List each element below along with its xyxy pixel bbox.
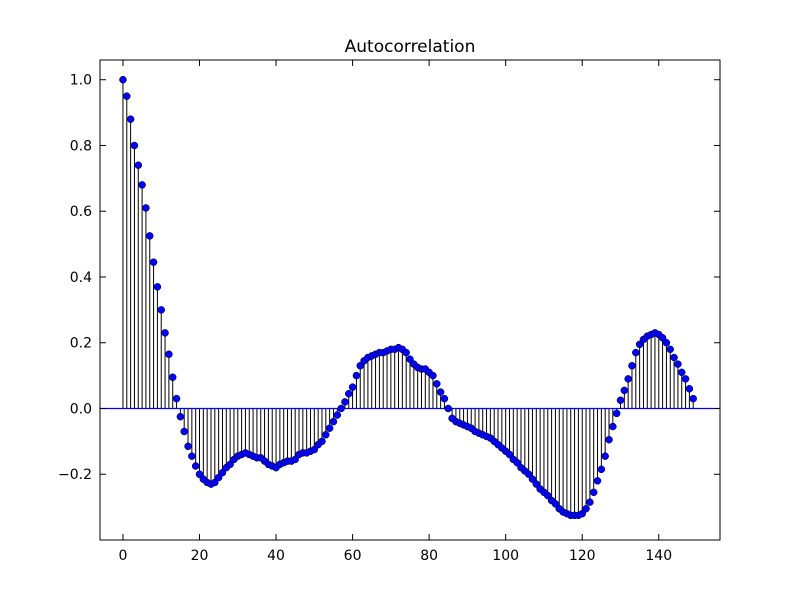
data-point <box>322 431 330 439</box>
data-point <box>532 480 541 488</box>
data-point <box>605 435 613 444</box>
x-tick-label: 60 <box>344 548 362 564</box>
data-point <box>681 375 690 383</box>
data-point <box>406 355 414 363</box>
data-point <box>291 455 299 464</box>
data-point <box>433 380 441 388</box>
data-point <box>436 388 445 396</box>
data-point <box>524 470 533 478</box>
stem-markers <box>119 75 697 520</box>
data-point <box>582 505 590 513</box>
data-point <box>172 394 181 403</box>
data-point <box>165 350 173 358</box>
data-point <box>586 498 594 506</box>
y-axis: −0.2 0.0 0.2 0.4 0.6 0.8 1.0 <box>58 73 720 483</box>
data-point <box>597 465 606 474</box>
data-point <box>666 345 674 354</box>
data-point <box>153 283 162 291</box>
data-point <box>195 470 204 478</box>
data-point <box>677 368 686 377</box>
data-point <box>505 450 514 459</box>
data-point <box>444 404 453 413</box>
data-point <box>544 491 552 500</box>
data-point <box>318 437 326 446</box>
data-point <box>601 452 609 460</box>
x-tick-label: 120 <box>569 548 596 564</box>
data-point <box>157 306 165 314</box>
chart-title: Autocorrelation <box>345 37 476 57</box>
data-point <box>348 383 357 391</box>
x-axis: 0 20 40 60 80 100 120 140 <box>119 60 672 564</box>
data-point <box>214 473 223 482</box>
data-point <box>620 386 629 395</box>
x-tick-label: 80 <box>420 548 438 564</box>
x-tick-label: 40 <box>267 548 285 564</box>
data-point <box>662 338 671 347</box>
data-point <box>632 348 640 357</box>
x-tick-label: 20 <box>191 548 209 564</box>
data-point <box>126 115 135 123</box>
y-tick-label: 0.6 <box>70 204 92 220</box>
data-point <box>578 509 586 518</box>
data-point <box>551 500 560 508</box>
plot-frame <box>99 59 721 541</box>
y-tick-label: −0.2 <box>58 467 92 483</box>
y-tick-label: 0.8 <box>70 138 92 154</box>
data-point <box>658 334 667 342</box>
data-point <box>184 442 192 451</box>
data-point <box>226 460 234 469</box>
data-point <box>310 445 319 454</box>
data-point <box>146 232 154 240</box>
data-point <box>689 394 697 403</box>
data-point <box>513 458 521 467</box>
data-point <box>329 417 338 426</box>
data-point <box>628 362 636 370</box>
data-point <box>325 424 334 432</box>
data-point <box>188 452 196 460</box>
data-point <box>352 371 361 380</box>
data-point <box>161 329 169 337</box>
data-point <box>528 475 537 483</box>
data-point <box>356 362 364 370</box>
data-point <box>218 468 227 477</box>
data-point <box>670 353 678 362</box>
data-point <box>142 204 150 212</box>
data-point <box>589 488 598 497</box>
data-point <box>593 477 602 485</box>
data-point <box>138 181 146 189</box>
data-point <box>674 360 682 368</box>
data-point <box>176 412 185 421</box>
data-point <box>429 371 437 380</box>
data-point <box>341 398 349 406</box>
data-point <box>149 258 158 266</box>
data-point <box>191 462 200 470</box>
data-point <box>134 161 143 169</box>
data-point <box>119 75 127 84</box>
data-point <box>211 478 219 487</box>
data-point <box>168 373 177 382</box>
data-point <box>440 394 449 403</box>
x-tick-label: 140 <box>645 548 672 564</box>
data-point <box>609 422 617 431</box>
data-point <box>635 340 644 349</box>
y-tick-label: 0.4 <box>70 270 92 286</box>
stem-lines <box>122 79 694 516</box>
data-point <box>616 396 625 405</box>
data-point <box>337 404 345 413</box>
y-tick-label: 1.0 <box>70 73 92 89</box>
data-point <box>402 348 410 357</box>
y-tick-label: 0.0 <box>70 401 92 417</box>
x-tick-label: 100 <box>492 548 519 564</box>
data-point <box>123 92 131 100</box>
data-point <box>685 385 694 393</box>
data-point <box>612 409 621 418</box>
y-tick-label: 0.2 <box>70 336 92 352</box>
data-point <box>333 411 342 419</box>
data-point <box>345 389 353 398</box>
data-point <box>180 427 188 436</box>
data-point <box>130 141 139 150</box>
data-point <box>624 375 632 383</box>
x-tick-label: 0 <box>119 548 128 564</box>
